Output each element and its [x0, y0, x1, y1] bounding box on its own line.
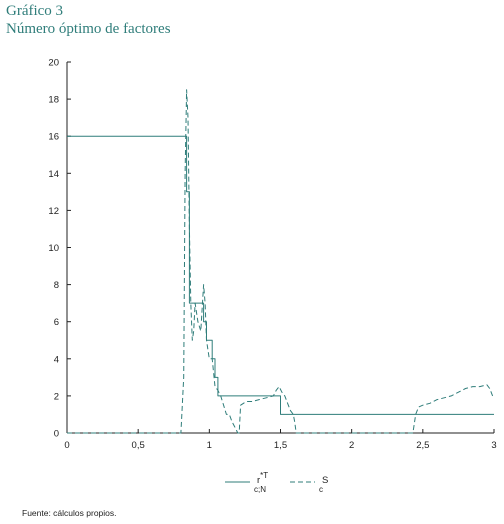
y-tick-label: 14: [48, 169, 59, 180]
y-tick-label: 4: [54, 354, 59, 365]
chart-legend: r*T c;N S c: [225, 471, 328, 494]
x-tick-label: 2: [349, 440, 354, 451]
series-line-2: [67, 89, 494, 434]
x-tick-label: 1: [207, 440, 212, 451]
y-tick-label: 20: [48, 58, 59, 69]
y-tick-label: 18: [48, 95, 59, 106]
y-tick-label: 8: [54, 280, 59, 291]
y-tick-label: 6: [54, 317, 59, 328]
chart-series: [67, 89, 494, 434]
y-tick-label: 0: [54, 429, 59, 440]
legend-label: r*T c;N: [254, 471, 268, 494]
y-tick-label: 12: [48, 206, 59, 217]
x-tick-label: 3: [491, 440, 496, 451]
chart-axes: 0 2 4 6 8 10 12 14 16 18 20 0 0,5 1 1,5 2 2,5 3: [48, 58, 496, 452]
y-tick-label: 10: [48, 243, 59, 254]
chart-title: Gráfico 3 Número óptimo de factores: [6, 2, 171, 38]
y-tick-label: 16: [48, 132, 59, 143]
chart-title-line2: Número óptimo de factores: [6, 21, 171, 37]
legend-item-1: r*T c;N: [225, 471, 268, 494]
x-tick-label: 0,5: [132, 440, 145, 451]
x-tick-label: 1,5: [274, 440, 287, 451]
chart-title-line1: Gráfico 3: [6, 3, 64, 19]
x-tick-label: 0: [64, 440, 69, 451]
x-tick-label: 2,5: [416, 440, 429, 451]
source-note: Fuente: cálculos propios.: [22, 508, 117, 518]
y-tick-label: 2: [54, 391, 59, 402]
series-line-1: [67, 135, 494, 415]
